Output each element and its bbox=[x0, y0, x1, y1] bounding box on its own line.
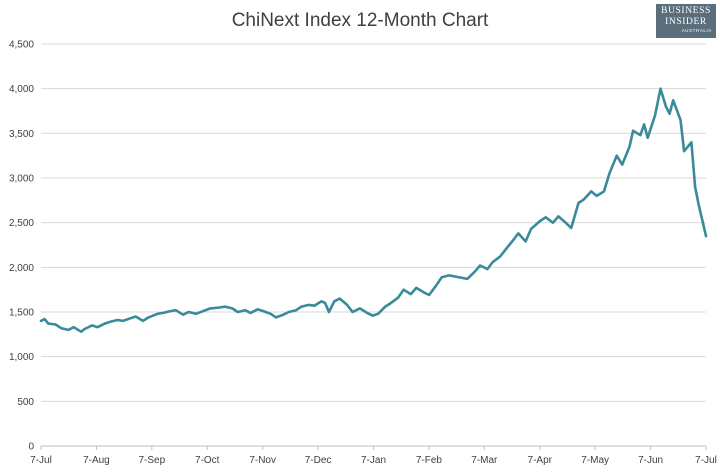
chart-title: ChiNext Index 12-Month Chart bbox=[232, 10, 489, 31]
gridlines bbox=[41, 43, 706, 447]
x-tick-label: 7-Sep bbox=[138, 455, 165, 466]
y-tick-label: 1,000 bbox=[9, 352, 34, 363]
y-tick-label: 500 bbox=[17, 397, 34, 408]
x-tick-label: 7-Jun bbox=[638, 455, 663, 466]
logo-line-1: BUSINESS bbox=[661, 6, 711, 16]
x-tick-label: 7-Feb bbox=[416, 455, 443, 466]
y-tick-label: 0 bbox=[28, 442, 34, 453]
logo-line-2: INSIDER bbox=[665, 17, 707, 27]
y-tick-label: 2,500 bbox=[9, 218, 34, 229]
x-tick-label: 7-Apr bbox=[528, 455, 553, 466]
x-tick-label: 7-Nov bbox=[249, 455, 276, 466]
x-tick-label: 7-Jan bbox=[361, 455, 386, 466]
y-tick-label: 4,500 bbox=[9, 40, 34, 51]
y-tick-label: 1,500 bbox=[9, 308, 34, 319]
x-tick-label: 7-Jul bbox=[30, 455, 52, 466]
x-tick-label: 7-Oct bbox=[195, 455, 220, 466]
y-tick-label: 3,500 bbox=[9, 129, 34, 140]
x-tick-label: 7-Dec bbox=[305, 455, 332, 466]
series-line bbox=[39, 87, 708, 333]
y-axis: 0 500 1,000 1,500 2,000 2,500 3,000 3,500 4,000 4… bbox=[9, 40, 34, 453]
logo-line-3: AUSTRALIA bbox=[681, 28, 712, 33]
y-tick-label: 2,000 bbox=[9, 263, 34, 274]
business-insider-logo: BUSINESS INSIDER AUSTRALIA bbox=[656, 4, 716, 38]
x-tick-label: 7-Mar bbox=[471, 455, 498, 466]
x-tick-label: 7-Jul bbox=[695, 455, 717, 466]
y-tick-label: 4,000 bbox=[9, 84, 34, 95]
x-tick-label: 7-May bbox=[581, 455, 609, 466]
x-tick-label: 7-Aug bbox=[83, 455, 110, 466]
y-tick-label: 3,000 bbox=[9, 174, 34, 185]
x-axis: 7-Jul 7-Aug 7-Sep 7-Oct 7-Nov 7-Dec 7-Jan 7-Feb… bbox=[30, 446, 717, 466]
